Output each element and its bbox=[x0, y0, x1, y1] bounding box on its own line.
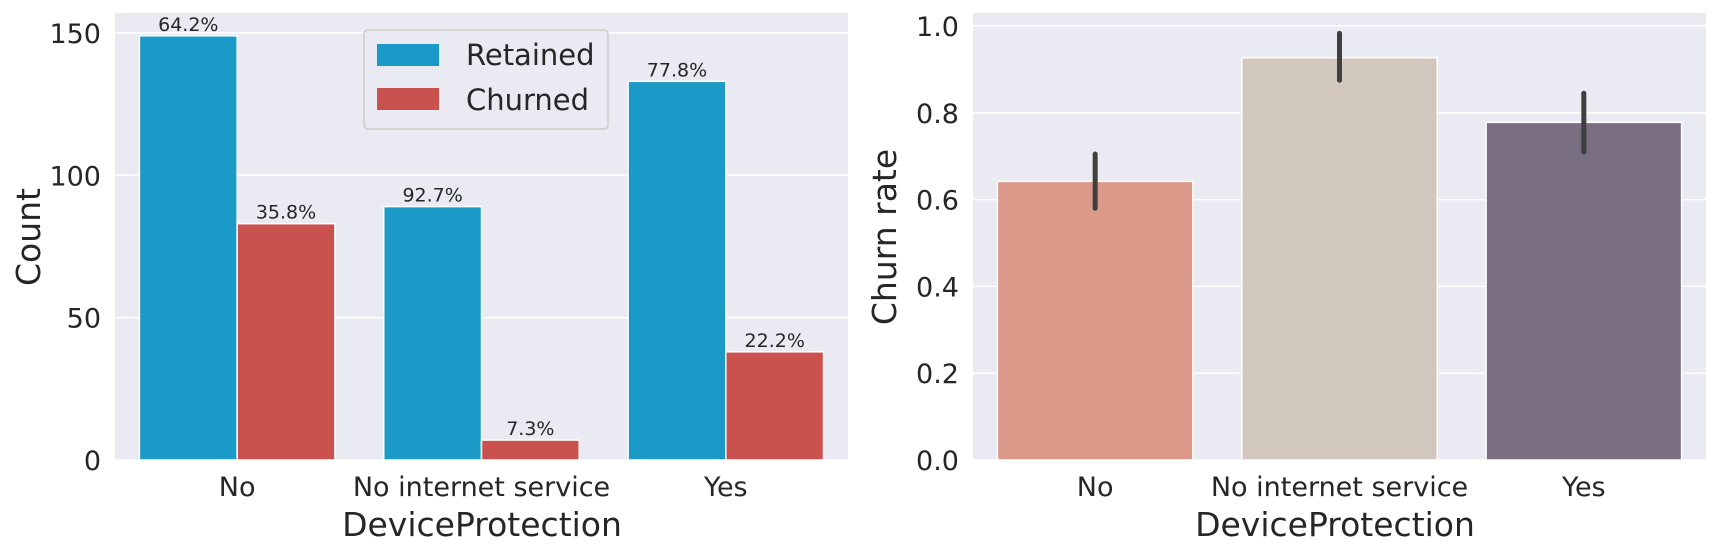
churn-rate-chart-x-tick-label: Yes bbox=[1561, 472, 1606, 503]
count-bar-churned bbox=[725, 351, 825, 461]
churn-rate-chart-y-tick-label: 0.0 bbox=[916, 446, 959, 477]
count-chart-x-tick-label: Yes bbox=[703, 472, 748, 503]
churn-rate-chart-bars bbox=[996, 56, 1683, 461]
churn-rate-chart-y-tick-label: 1.0 bbox=[916, 12, 959, 43]
count-bar-percentage-label: 64.2% bbox=[158, 14, 218, 36]
count-bar-percentage-label: 22.2% bbox=[745, 330, 805, 352]
count-bar-percentage-label: 77.8% bbox=[647, 59, 707, 81]
count-chart-y-tick-label: 150 bbox=[49, 19, 101, 50]
churn-rate-chart-x-ticks: No No internet service Yes bbox=[1077, 472, 1606, 503]
count-bar-retained bbox=[627, 80, 727, 461]
count-chart-bars bbox=[138, 35, 825, 461]
churn-rate-chart-x-tick-label: No bbox=[1077, 472, 1114, 503]
count-bar-churned bbox=[236, 222, 336, 461]
count-bar-percentage-label: 35.8% bbox=[256, 202, 316, 224]
churn-rate-bar bbox=[996, 180, 1194, 461]
legend-label-retained: Retained bbox=[466, 38, 595, 72]
churn-rate-chart-y-ticks: 0.0 0.2 0.4 0.6 0.8 1.0 bbox=[916, 12, 959, 477]
count-chart-panel: 64.2%35.8%92.7%7.3%77.8%22.2% 050100150 … bbox=[9, 13, 848, 544]
legend-swatch-churned bbox=[377, 88, 439, 110]
churn-rate-chart-x-tick-label: No internet service bbox=[1211, 472, 1468, 503]
churn-rate-chart-y-axis-title: Churn rate bbox=[865, 149, 904, 325]
count-chart-y-ticks: 0 50 100 150 bbox=[49, 19, 101, 477]
count-chart-x-tick-label: No bbox=[219, 472, 256, 503]
count-chart-y-tick-label: 100 bbox=[49, 161, 101, 192]
churn-rate-chart-y-tick-label: 0.4 bbox=[916, 272, 959, 303]
legend-swatch-retained bbox=[377, 44, 439, 66]
churn-rate-chart-y-tick-label: 0.2 bbox=[916, 359, 959, 390]
count-chart-x-axis-title: DeviceProtection bbox=[342, 505, 622, 544]
count-chart-y-axis-title: Count bbox=[9, 188, 48, 286]
count-bar-percentage-label: 92.7% bbox=[402, 185, 462, 207]
churn-rate-chart-x-axis-title: DeviceProtection bbox=[1195, 505, 1475, 544]
count-bar-retained bbox=[383, 205, 483, 461]
count-chart-y-tick-label: 0 bbox=[84, 446, 101, 477]
churn-rate-chart-error-bars bbox=[1092, 30, 1587, 211]
count-chart-bar-labels: 64.2% 35.8% 92.7% 7.3% 77.8% 22.2% bbox=[158, 14, 805, 440]
churn-rate-chart-panel: 0.0 0.2 0.4 0.6 0.8 1.0 No No internet service… bbox=[865, 12, 1706, 544]
churn-rate-bar bbox=[1485, 121, 1683, 461]
count-bar-churned bbox=[480, 439, 580, 461]
count-chart-y-tick-label: 50 bbox=[67, 304, 101, 335]
churn-rate-chart-y-tick-label: 0.8 bbox=[916, 99, 959, 130]
count-chart-x-tick-label: No internet service bbox=[353, 472, 610, 503]
count-chart-legend: Retained Churned bbox=[363, 29, 609, 130]
count-bar-retained bbox=[138, 35, 238, 461]
churn-rate-bar bbox=[1241, 56, 1438, 461]
churn-rate-chart-y-tick-label: 0.6 bbox=[916, 186, 959, 217]
count-bar-percentage-label: 7.3% bbox=[506, 418, 554, 440]
legend-label-churned: Churned bbox=[466, 83, 589, 117]
count-chart-x-ticks: No No internet service Yes bbox=[219, 472, 748, 503]
